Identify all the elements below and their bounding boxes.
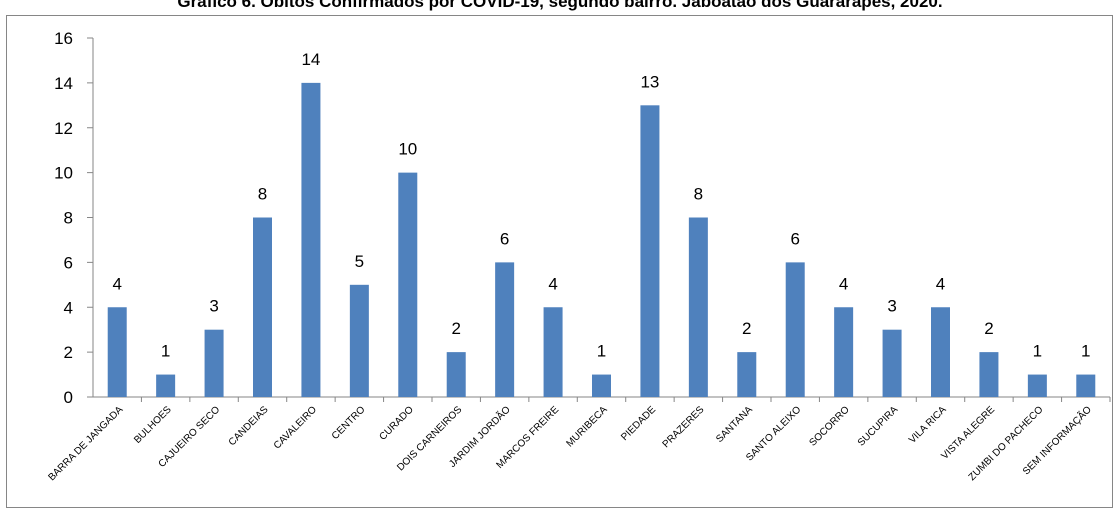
bar: [785, 262, 805, 397]
category-label: PIEDADE: [619, 404, 658, 443]
bar: [301, 82, 321, 397]
data-label: 2: [451, 319, 460, 338]
data-label: 4: [548, 274, 557, 293]
bar: [834, 307, 854, 397]
data-label: 3: [209, 297, 218, 316]
data-label: 8: [694, 185, 703, 204]
bar: [495, 262, 515, 397]
data-label: 10: [398, 140, 417, 159]
bar: [882, 329, 902, 397]
bars: [107, 82, 1096, 397]
bar: [398, 172, 418, 397]
category-label: CANDEIAS: [227, 404, 271, 448]
category-label: VILA RICA: [907, 404, 949, 446]
y-tick-label: 10: [54, 164, 73, 183]
bar: [1027, 374, 1047, 397]
bar: [253, 217, 272, 397]
y-tick-label: 14: [54, 74, 73, 93]
bar: [640, 105, 660, 397]
bar: [737, 352, 757, 397]
y-tick-label: 4: [64, 298, 73, 317]
y-tick-label: 16: [54, 29, 73, 48]
bar: [107, 307, 127, 397]
bar: [349, 284, 369, 397]
data-label: 1: [1081, 342, 1090, 361]
bar: [446, 352, 466, 397]
data-label: 14: [301, 50, 320, 69]
bar: [931, 307, 950, 397]
category-label: BARRA DE JANGADA: [46, 404, 125, 483]
data-label: 4: [839, 274, 848, 293]
data-label: 3: [887, 297, 896, 316]
data-label: 2: [742, 319, 751, 338]
y-tick-label: 0: [64, 388, 73, 407]
data-label: 1: [161, 342, 170, 361]
data-label: 13: [640, 72, 659, 91]
category-label: MURIBECA: [565, 404, 610, 449]
bar: [543, 307, 563, 397]
chart-title: Gráfico 6. Óbitos Confirmados por COVID-…: [177, 0, 943, 11]
bar: [156, 374, 176, 397]
data-label: 6: [500, 229, 509, 248]
bar: [592, 374, 611, 397]
data-label: 8: [258, 185, 267, 204]
category-label: CENTRO: [330, 404, 368, 442]
data-label: 6: [790, 229, 799, 248]
chart-frame: [6, 15, 1113, 508]
y-tick-label: 6: [64, 253, 73, 272]
data-label: 4: [936, 274, 945, 293]
category-label: SOCORRO: [807, 404, 851, 448]
data-label: 1: [1033, 342, 1042, 361]
data-label: 5: [355, 252, 364, 271]
y-tick-label: 2: [64, 343, 73, 362]
bar: [204, 329, 224, 397]
data-label: 4: [112, 274, 121, 293]
data-label: 1: [597, 342, 606, 361]
y-tick-label: 8: [64, 209, 73, 228]
bar: [979, 352, 999, 397]
category-label: CAVALEIRO: [272, 404, 319, 451]
bar: [1076, 374, 1096, 397]
bar: [688, 217, 708, 397]
category-label: PRAZERES: [661, 404, 707, 450]
category-label: CURADO: [377, 404, 416, 443]
category-label: BULHOES: [132, 404, 174, 446]
data-label: 2: [984, 319, 993, 338]
category-label: SANTANA: [714, 404, 755, 445]
category-label: SUCUPIRA: [856, 404, 901, 449]
y-tick-label: 12: [54, 119, 73, 138]
